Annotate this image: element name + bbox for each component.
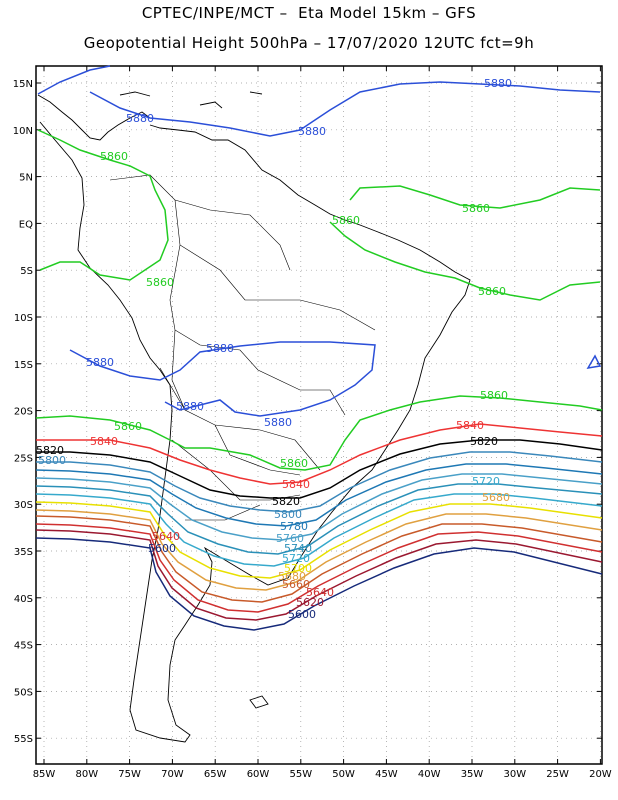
lon-label: 25W <box>546 769 569 780</box>
contour-label: 5640 <box>306 586 334 599</box>
south-america-coast <box>39 121 471 743</box>
contour-label: 5880 <box>484 77 512 90</box>
lon-label: 20W <box>589 769 612 780</box>
lon-label: 65W <box>204 769 227 780</box>
contour-5780 <box>35 463 603 527</box>
contour-5880-central <box>69 341 602 417</box>
contour-label: 5860 <box>100 150 128 163</box>
lon-label: 45W <box>375 769 398 780</box>
contour-5860-east <box>329 185 601 301</box>
contour-label: 5660 <box>282 578 310 591</box>
contour-5880-north <box>37 65 601 137</box>
contour-5680 <box>35 509 603 591</box>
lat-label: 20S <box>14 407 33 418</box>
contour-lines <box>35 65 603 631</box>
contour-label: 5640 <box>152 530 180 543</box>
contour-label: 5740 <box>284 542 312 555</box>
title-line-2: Geopotential Height 500hPa – 17/07/2020 … <box>83 34 535 52</box>
contour-label: 5820 <box>470 435 498 448</box>
lon-label: 80W <box>75 769 98 780</box>
contour-label: 5860 <box>478 285 506 298</box>
contour-label: 5800 <box>38 454 66 467</box>
country-borders <box>109 174 376 521</box>
map-frame <box>35 65 603 765</box>
lat-label: 5N <box>19 173 33 184</box>
lon-label: 60W <box>247 769 270 780</box>
contour-label: 5840 <box>456 419 484 432</box>
contour-label: 5860 <box>462 202 490 215</box>
lat-label: EQ <box>19 219 33 230</box>
contour-label: 5880 <box>126 112 154 125</box>
contour-label: 5880 <box>86 356 114 369</box>
central-america-coast <box>37 94 151 141</box>
lon-label: 75W <box>118 769 141 780</box>
contour-5740 <box>35 483 603 555</box>
caribbean-islands <box>119 91 263 109</box>
lat-label: 30S <box>14 500 33 511</box>
contour-label: 5680 <box>278 570 306 583</box>
lon-label: 35W <box>461 769 484 780</box>
contour-5620 <box>35 529 603 621</box>
axis-ticks <box>36 66 602 764</box>
lat-label: 35S <box>14 547 33 558</box>
title-line-1: CPTEC/INPE/MCT – Eta Model 15km – GFS <box>141 4 477 22</box>
contour-5640 <box>35 523 603 613</box>
contour-label: 5820 <box>36 444 64 457</box>
contour-label: 5860 <box>332 214 360 227</box>
lat-label: 45S <box>14 641 33 652</box>
contour-5860-north <box>37 129 169 281</box>
contour-5660 <box>35 515 603 603</box>
contour-5840 <box>36 423 603 485</box>
contour-label: 5620 <box>296 596 324 609</box>
lat-label: 25S <box>14 453 33 464</box>
contour-label: 5820 <box>272 495 300 508</box>
contour-5820 <box>36 439 603 499</box>
contour-label: 5860 <box>480 389 508 402</box>
contour-5760 <box>35 473 603 541</box>
contour-5720 <box>35 493 603 567</box>
contour-label: 5840 <box>90 435 118 448</box>
contour-label: 5600 <box>148 542 176 555</box>
lat-label: 15N <box>13 79 33 90</box>
lon-label: 30W <box>503 769 526 780</box>
lon-label: 40W <box>418 769 441 780</box>
contour-label: 5840 <box>282 478 310 491</box>
lat-label: 15S <box>14 360 33 371</box>
contour-label: 5860 <box>114 420 142 433</box>
contour-label: 5780 <box>280 520 308 533</box>
contour-label: 5680 <box>482 491 510 504</box>
longitude-labels: 85W 80W 75W 70W 65W 60W 55W 50W 45W 40W 35W 30W 25W 2… <box>33 769 612 780</box>
lon-label: 85W <box>33 769 56 780</box>
latitude-labels: 15N 10N 5N EQ 5S 10S 15S 20S 25S 30S 35S 40S 45S 50S 5… <box>13 79 33 745</box>
contour-label: 5720 <box>472 475 500 488</box>
contour-label: 5760 <box>276 532 304 545</box>
lat-label: 10S <box>14 313 33 324</box>
lon-label: 50W <box>332 769 355 780</box>
contour-label: 5860 <box>280 457 308 470</box>
contour-label: 5720 <box>282 552 310 565</box>
contour-5800 <box>36 451 603 513</box>
contour-label: 5600 <box>288 608 316 621</box>
lon-label: 55W <box>289 769 312 780</box>
lat-label: 10N <box>13 126 33 137</box>
contour-5860-south <box>35 395 603 471</box>
lat-label: 50S <box>14 687 33 698</box>
lat-label: 5S <box>20 266 33 277</box>
lon-label: 70W <box>161 769 184 780</box>
contour-label: 5880 <box>264 416 292 429</box>
contour-5700 <box>35 501 603 579</box>
contour-label: 5860 <box>146 276 174 289</box>
lat-label: 40S <box>14 594 33 605</box>
contour-labels: 5880 5880 5880 5880 5880 5880 5880 5860 … <box>36 77 512 621</box>
contour-label: 5880 <box>206 342 234 355</box>
contour-5600 <box>35 537 603 631</box>
lat-label: 55S <box>14 734 33 745</box>
contour-label: 5880 <box>298 125 326 138</box>
falkland-islands <box>249 695 269 709</box>
contour-label: 5800 <box>274 508 302 521</box>
contour-label: 5700 <box>284 562 312 575</box>
coastlines <box>37 91 471 743</box>
contour-label: 5880 <box>176 400 204 413</box>
